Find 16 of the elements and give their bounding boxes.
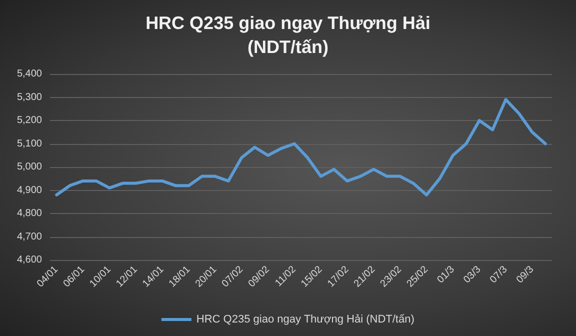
y-tick-label: 4,700 <box>16 231 42 242</box>
x-tick-label: 03/3 <box>462 264 484 286</box>
y-tick-label: 5,300 <box>16 92 42 103</box>
y-tick-label: 5,200 <box>16 115 42 126</box>
x-tick-label: 09/3 <box>514 264 536 286</box>
y-tick-label: 4,800 <box>16 208 42 219</box>
line-series <box>55 98 547 196</box>
y-tick-label: 4,900 <box>16 184 42 196</box>
legend-label: HRC Q235 giao ngay Thượng Hải (NDT/tấn) <box>196 314 414 326</box>
x-tick-label: 01/3 <box>435 264 458 286</box>
y-tick-label: 5,100 <box>16 138 42 150</box>
y-tick-label: 4,600 <box>16 254 42 266</box>
y-tick-label: 5,400 <box>16 68 42 80</box>
chart-title: HRC Q235 giao ngay Thượng Hải (NDT/tấn) <box>146 13 430 57</box>
x-tick-label: 07/3 <box>488 264 510 286</box>
y-tick-label: 5,000 <box>16 162 42 172</box>
